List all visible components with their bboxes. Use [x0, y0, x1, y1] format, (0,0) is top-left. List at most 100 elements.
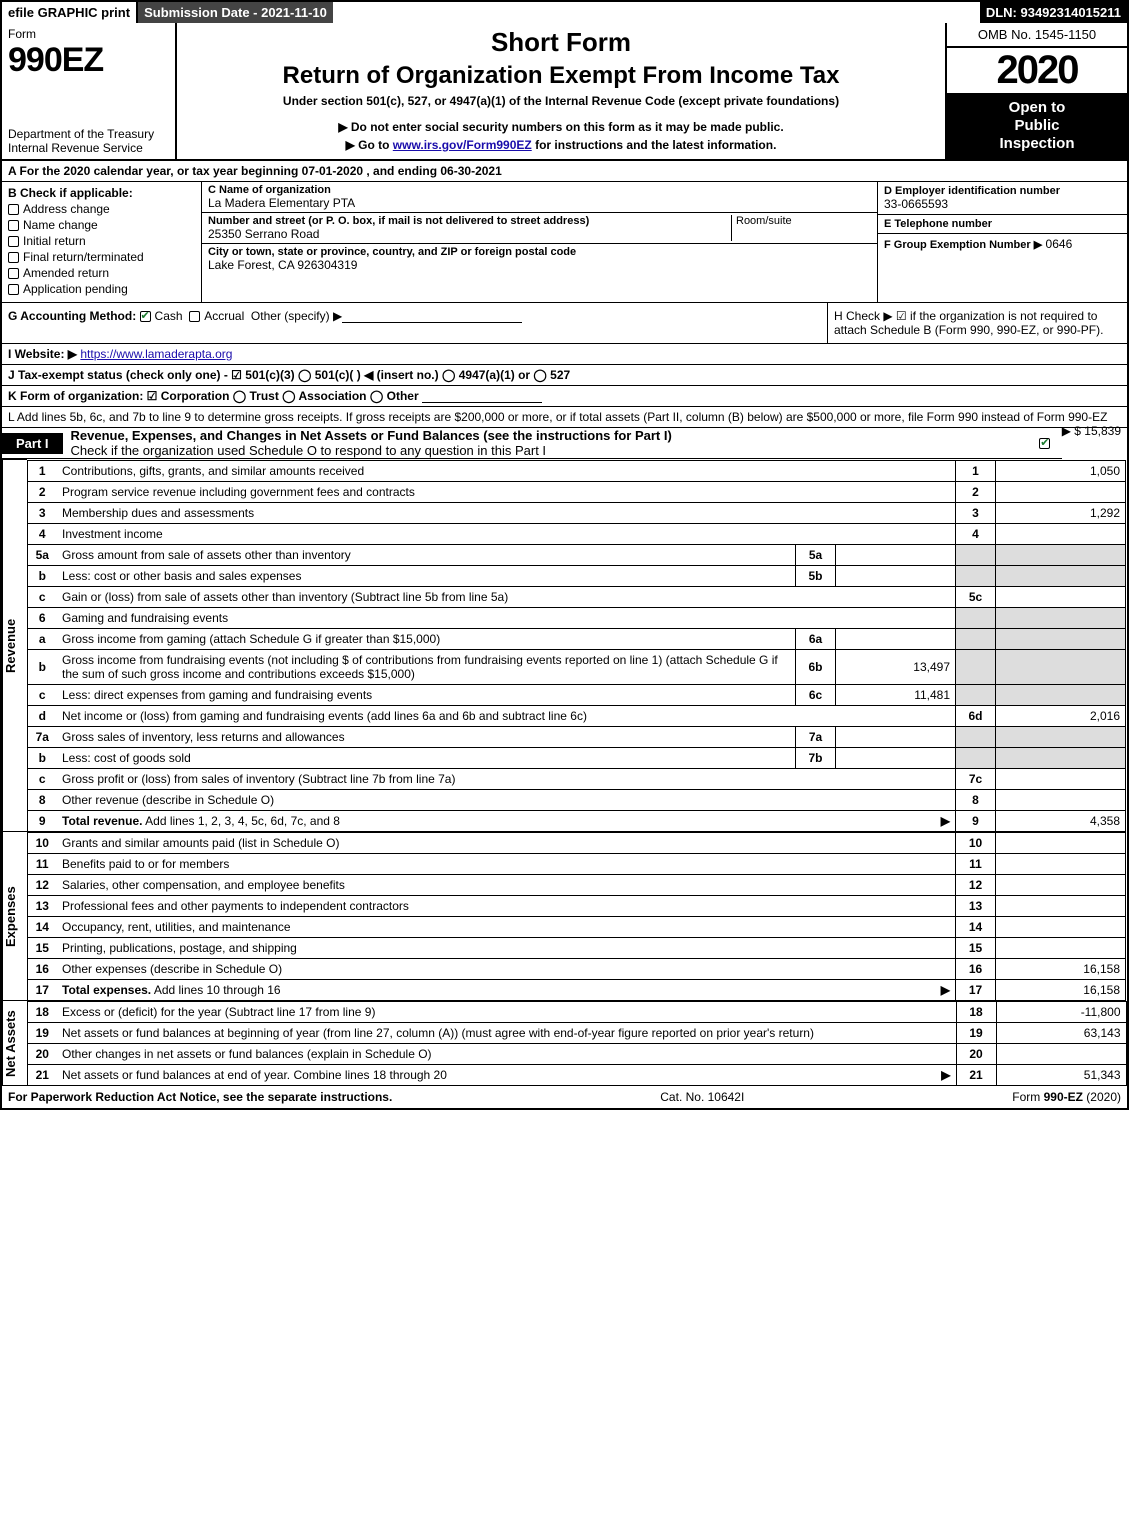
section-side-label: Net Assets	[3, 1001, 27, 1086]
sub-line-value	[836, 628, 956, 649]
accrual-checkbox[interactable]	[189, 311, 200, 322]
line-number: 10	[27, 832, 57, 853]
line-number: 6	[27, 607, 57, 628]
line-number: 13	[27, 895, 57, 916]
line-description: Salaries, other compensation, and employ…	[57, 874, 956, 895]
table-row: bLess: cost of goods sold7b	[27, 747, 1126, 768]
result-number: 1	[956, 460, 996, 481]
line-description: Professional fees and other payments to …	[57, 895, 956, 916]
result-value	[996, 768, 1126, 789]
result-value	[996, 895, 1126, 916]
line-number: b	[27, 565, 57, 586]
accounting-method: G Accounting Method: Cash Accrual Other …	[2, 303, 827, 343]
c-name-label: C Name of organization	[208, 184, 871, 196]
part-1-check-note: Check if the organization used Schedule …	[71, 443, 547, 458]
department-label: Department of the Treasury Internal Reve…	[8, 127, 169, 155]
result-num-shaded	[956, 607, 996, 628]
k-other-input[interactable]	[422, 389, 542, 403]
efile-print-button[interactable]: efile GRAPHIC print	[2, 2, 138, 23]
checkbox[interactable]	[8, 236, 19, 247]
line-number: b	[27, 649, 57, 684]
ein-label: D Employer identification number	[884, 185, 1121, 197]
sub-line-value	[836, 565, 956, 586]
submission-date: Submission Date - 2021-11-10	[138, 2, 333, 23]
checkbox[interactable]	[8, 220, 19, 231]
line-description: Grants and similar amounts paid (list in…	[57, 832, 956, 853]
table-row: 11Benefits paid to or for members11	[27, 853, 1126, 874]
result-value	[996, 586, 1126, 607]
line-number: 14	[27, 916, 57, 937]
table-row: dNet income or (loss) from gaming and fu…	[27, 705, 1126, 726]
line-a: A For the 2020 calendar year, or tax yea…	[2, 161, 1127, 182]
line-description: Net assets or fund balances at end of ye…	[57, 1064, 956, 1085]
result-val-shaded	[996, 565, 1126, 586]
result-value	[996, 916, 1126, 937]
form-number: 990EZ	[8, 41, 169, 80]
result-number: 16	[956, 958, 996, 979]
accrual-label: Accrual	[204, 309, 244, 323]
result-value: 16,158	[996, 979, 1126, 1000]
result-num-shaded	[956, 747, 996, 768]
irs-link[interactable]: www.irs.gov/Form990EZ	[393, 138, 532, 152]
result-val-shaded	[996, 649, 1126, 684]
website-link[interactable]: https://www.lamaderapta.org	[80, 347, 232, 361]
form-of-org-row: K Form of organization: ☑ Corporation ◯ …	[2, 386, 1127, 407]
schedule-b-check: H Check ▶ ☑ if the organization is not r…	[827, 303, 1127, 343]
omb-number: OMB No. 1545-1150	[947, 23, 1127, 48]
result-value: 16,158	[996, 958, 1126, 979]
table-row: 6Gaming and fundraising events	[27, 607, 1126, 628]
line-description: Gain or (loss) from sale of assets other…	[57, 586, 956, 607]
line-number: 21	[27, 1064, 57, 1085]
footer-center: Cat. No. 10642I	[660, 1090, 744, 1104]
result-num-shaded	[956, 565, 996, 586]
section-side-label: Revenue	[3, 460, 27, 832]
result-number: 18	[956, 1001, 996, 1022]
top-spacer	[333, 2, 980, 23]
part-1-header: Part I Revenue, Expenses, and Changes in…	[2, 428, 1062, 459]
table-row: 5aGross amount from sale of assets other…	[27, 544, 1126, 565]
checkbox[interactable]	[8, 268, 19, 279]
k-label: K Form of organization: ☑ Corporation ◯ …	[8, 389, 419, 403]
part-1-checkbox-cell	[1032, 436, 1062, 450]
part-1-title-text: Revenue, Expenses, and Changes in Net As…	[71, 428, 672, 443]
line-description: Occupancy, rent, utilities, and maintena…	[57, 916, 956, 937]
line-number: 15	[27, 937, 57, 958]
result-val-shaded	[996, 544, 1126, 565]
result-value	[996, 832, 1126, 853]
checkbox[interactable]	[8, 252, 19, 263]
row-g-h: G Accounting Method: Cash Accrual Other …	[2, 303, 1127, 344]
result-number: 5c	[956, 586, 996, 607]
section-rows: 10Grants and similar amounts paid (list …	[27, 832, 1127, 1001]
result-number: 21	[956, 1064, 996, 1085]
dln-number: DLN: 93492314015211	[980, 2, 1127, 23]
result-number: 7c	[956, 768, 996, 789]
line-description: Gaming and fundraising events	[57, 607, 956, 628]
other-specify-input[interactable]	[342, 309, 522, 323]
sub-line-value	[836, 544, 956, 565]
table-row: 4Investment income4	[27, 523, 1126, 544]
result-value	[996, 481, 1126, 502]
part-1-checkbox[interactable]	[1039, 438, 1050, 449]
goto-line: ▶ Go to www.irs.gov/Form990EZ for instru…	[185, 138, 937, 152]
check-option: Initial return	[8, 234, 195, 248]
sub-line-number: 6c	[796, 684, 836, 705]
cash-checkbox[interactable]	[140, 311, 151, 322]
result-number: 9	[956, 810, 996, 831]
result-num-shaded	[956, 544, 996, 565]
line-number: 19	[27, 1022, 57, 1043]
line-number: 7a	[27, 726, 57, 747]
line-description: Other expenses (describe in Schedule O)	[57, 958, 956, 979]
line-number: 20	[27, 1043, 57, 1064]
street-label: Number and street (or P. O. box, if mail…	[208, 215, 731, 227]
result-number: 15	[956, 937, 996, 958]
line-number: d	[27, 705, 57, 726]
result-number: 20	[956, 1043, 996, 1064]
checkbox[interactable]	[8, 284, 19, 295]
result-val-shaded	[996, 726, 1126, 747]
line-description: Gross profit or (loss) from sales of inv…	[57, 768, 956, 789]
checkbox[interactable]	[8, 204, 19, 215]
line-description: Total revenue. Add lines 1, 2, 3, 4, 5c,…	[57, 810, 956, 831]
result-value: 1,292	[996, 502, 1126, 523]
table-row: 1Contributions, gifts, grants, and simil…	[27, 460, 1126, 481]
table-row: 15Printing, publications, postage, and s…	[27, 937, 1126, 958]
